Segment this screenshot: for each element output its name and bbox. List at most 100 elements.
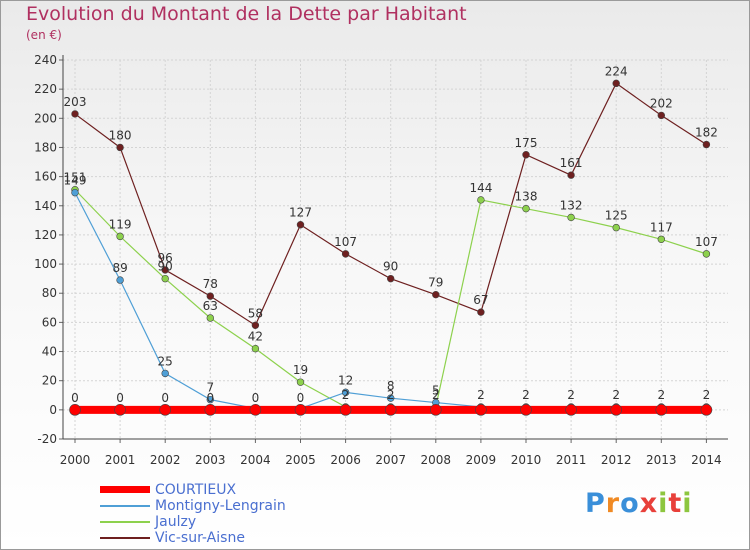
- data-point: [387, 274, 395, 283]
- y-tick-label: -20: [37, 432, 57, 446]
- data-label: 2: [657, 388, 665, 402]
- data-label: 2: [567, 388, 575, 402]
- legend-item: Jaulzy: [100, 514, 360, 530]
- data-label: 79: [428, 276, 443, 290]
- data-point: [296, 221, 305, 229]
- data-point: [429, 404, 442, 416]
- data-point: [71, 110, 79, 118]
- data-label: 78: [203, 277, 218, 291]
- x-tick-label: 2010: [511, 453, 542, 467]
- data-label: 119: [109, 217, 132, 231]
- x-tick-label: 2006: [330, 453, 361, 467]
- logo-letter: x: [639, 488, 659, 519]
- x-tick-label: 2009: [466, 453, 497, 467]
- data-point: [341, 388, 350, 397]
- logo-letter: t: [668, 488, 683, 519]
- chart-legend: COURTIEUX Montigny-Lengrain Jaulzy Vic-sur-…: [100, 482, 360, 546]
- y-tick-label: 40: [42, 345, 57, 359]
- data-point: [294, 404, 307, 416]
- data-point: [520, 404, 532, 416]
- data-label: 149: [64, 174, 87, 188]
- data-point: [161, 369, 169, 378]
- y-tick-label: 20: [42, 374, 57, 388]
- logo-letter: r: [605, 488, 621, 519]
- data-label: 117: [650, 220, 673, 234]
- data-point: [251, 344, 260, 353]
- data-label: 2: [387, 388, 395, 402]
- data-point: [69, 404, 81, 416]
- data-label: 0: [116, 391, 124, 405]
- data-point: [71, 188, 79, 197]
- data-label: 132: [560, 198, 583, 212]
- x-tick-label: 2007: [375, 453, 406, 467]
- data-point: [161, 266, 169, 274]
- data-label: 67: [473, 293, 488, 307]
- y-tick-label: 220: [34, 82, 57, 96]
- data-point: [251, 321, 260, 329]
- proxiti-logo: Proxiti: [585, 488, 693, 519]
- logo-letter: i: [658, 488, 669, 519]
- data-point: [339, 404, 352, 416]
- data-point: [702, 140, 711, 149]
- x-tick-label: 2011: [556, 453, 587, 467]
- data-point: [249, 404, 262, 416]
- y-tick-label: 0: [49, 403, 57, 417]
- y-tick-label: 120: [34, 228, 57, 242]
- data-label: 63: [203, 299, 218, 313]
- data-label: 0: [252, 391, 260, 405]
- data-label: 0: [297, 391, 305, 405]
- data-point: [567, 213, 575, 222]
- x-tick-label: 2000: [60, 453, 91, 467]
- data-label: 107: [695, 235, 718, 249]
- x-tick-label: 2001: [105, 453, 136, 467]
- data-point: [612, 79, 620, 88]
- data-point: [477, 196, 485, 204]
- data-point: [114, 404, 126, 416]
- legend-swatch: [100, 486, 150, 493]
- x-tick-label: 2004: [240, 453, 271, 467]
- data-point: [522, 204, 530, 213]
- legend-label: Jaulzy: [155, 514, 197, 530]
- data-point: [432, 290, 440, 299]
- data-label: 107: [334, 235, 357, 249]
- data-label: 2: [432, 388, 440, 402]
- data-label: 58: [248, 306, 263, 320]
- logo-letter: i: [682, 488, 693, 519]
- y-tick-label: 180: [34, 140, 57, 154]
- data-label: 138: [515, 190, 538, 204]
- data-point: [159, 404, 171, 416]
- data-label: 127: [289, 206, 312, 220]
- data-label: 90: [383, 260, 398, 274]
- data-label: 0: [161, 391, 169, 405]
- x-tick-label: 2003: [195, 453, 226, 467]
- data-label: 175: [515, 136, 538, 150]
- data-label: 0: [206, 391, 214, 405]
- legend-item: COURTIEUX: [100, 482, 360, 498]
- data-point: [475, 404, 487, 416]
- data-label: 2: [703, 388, 711, 402]
- data-point: [657, 111, 665, 120]
- x-tick-label: 2002: [150, 453, 181, 467]
- legend-label: Montigny-Lengrain: [155, 498, 286, 514]
- x-tick-label: 2005: [285, 453, 316, 467]
- data-label: 2: [612, 388, 620, 402]
- data-point: [206, 292, 215, 300]
- y-tick-label: 140: [34, 199, 57, 213]
- data-label: 90: [158, 260, 173, 274]
- legend-label: Vic-sur-Aisne: [155, 530, 245, 546]
- plot-area: [63, 60, 728, 439]
- data-point: [204, 404, 217, 416]
- data-point: [477, 308, 485, 316]
- logo-letter: P: [585, 488, 606, 519]
- y-tick-label: 60: [42, 315, 57, 329]
- x-tick-label: 2013: [646, 453, 677, 467]
- data-label: 151: [64, 171, 87, 185]
- data-label: 89: [112, 261, 127, 275]
- data-label: 224: [605, 64, 628, 78]
- x-tick-label: 2012: [601, 453, 632, 467]
- data-point: [700, 404, 713, 416]
- y-tick-label: 240: [34, 53, 57, 67]
- data-label: 2: [522, 388, 530, 402]
